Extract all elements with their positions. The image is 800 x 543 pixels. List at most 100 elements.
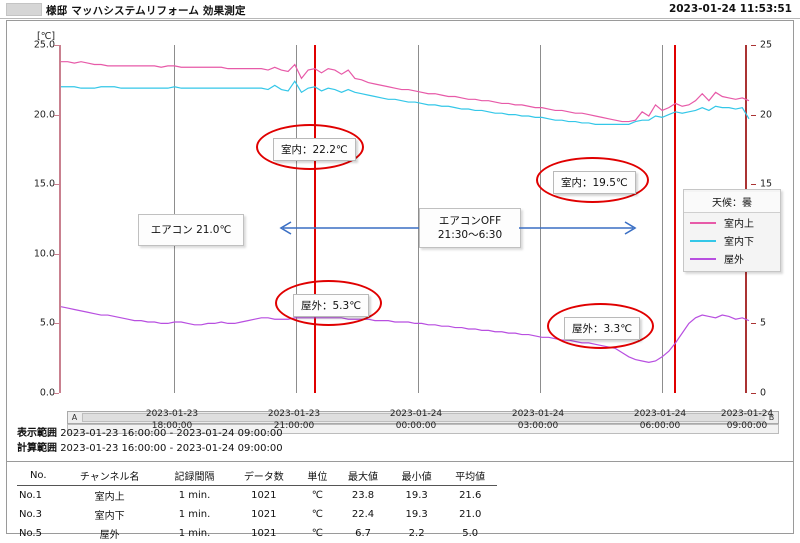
x-tick-date: 2023-01-24: [390, 409, 442, 421]
table-cell: 室内下: [59, 505, 159, 524]
chart-legend: 天候：曇 室内上室内下屋外: [683, 189, 781, 272]
window-title: 様邸 マッハシステムリフォーム 効果測定: [46, 3, 246, 18]
y-tick-mark-right: [751, 115, 756, 116]
y-tick-right: 5: [760, 318, 766, 329]
legend-color-swatch: [690, 222, 716, 224]
x-tick-date: 2023-01-24: [721, 409, 773, 421]
table-column-header: 記録間隔: [160, 467, 229, 486]
y-tick-mark-left: [54, 393, 59, 394]
note-aircon-on-label: エアコン 21.0℃: [151, 223, 232, 237]
table-cell: 19.3: [390, 505, 444, 524]
app-icon: [6, 3, 42, 16]
table-cell: 6.7: [336, 524, 390, 543]
legend-item-label: 室内下: [724, 233, 754, 248]
y-tick-mark-right: [751, 323, 756, 324]
calc-range-value: 2023-01-23 16:00:00 - 2023-01-24 09:00:0…: [60, 443, 282, 454]
legend-item[interactable]: 屋外: [684, 249, 780, 267]
y-axis-left: 25.0 20.0 15.0 10.0 5.0 0.0: [15, 29, 55, 409]
y-tick-left: 25.0: [34, 40, 55, 51]
series-line: [61, 81, 749, 124]
table-cell: No.3: [17, 505, 59, 524]
table-cell: ℃: [298, 505, 336, 524]
table-cell: 1021: [229, 505, 298, 524]
title-bar: 様邸 マッハシステムリフォーム 効果測定 2023-01-24 11:53:51: [0, 0, 800, 19]
table-cell: 1 min.: [160, 524, 229, 543]
legend-color-swatch: [690, 240, 716, 242]
calc-range-row: 計算範囲 2023-01-23 16:00:00 - 2023-01-24 09…: [17, 442, 283, 457]
table-cell: 1 min.: [160, 505, 229, 524]
x-tick-date: 2023-01-24: [634, 409, 686, 421]
y-tick-left: 15.0: [34, 179, 55, 190]
table-column-header: チャンネル名: [59, 467, 159, 486]
x-tick-time: 09:00:00: [721, 421, 773, 433]
table-column-header: 最大値: [336, 467, 390, 486]
legend-item-label: 室内上: [724, 215, 754, 230]
table-cell: ℃: [298, 524, 336, 543]
table-cell: 室内上: [59, 486, 159, 506]
x-tick-time: 00:00:00: [390, 421, 442, 433]
scroll-handle-a[interactable]: A: [68, 412, 81, 423]
x-tick-date: 2023-01-23: [268, 409, 320, 421]
callout-indoor-high: 室内：22.2℃: [273, 138, 356, 161]
legend-title: 天候：曇: [684, 192, 780, 213]
display-range-value: 2023-01-23 16:00:00 - 2023-01-24 09:00:0…: [60, 428, 282, 439]
x-tick-date: 2023-01-24: [512, 409, 564, 421]
y-tick-left: 0.0: [40, 388, 55, 399]
table-cell: 1 min.: [160, 486, 229, 506]
table-column-header: No.: [17, 467, 59, 486]
table-cell: No.1: [17, 486, 59, 506]
y-tick-mark-right: [751, 45, 756, 46]
display-range-label: 表示範囲: [17, 428, 57, 439]
note-aircon-on: エアコン 21.0℃: [138, 214, 244, 246]
callout-outdoor-low: 屋外：3.3℃: [564, 317, 640, 340]
legend-item[interactable]: 室内下: [684, 231, 780, 249]
x-tick-date: 2023-01-23: [146, 409, 198, 421]
table-cell: 屋外: [59, 524, 159, 543]
table-cell: ℃: [298, 486, 336, 506]
table-header-row: No.チャンネル名記録間隔データ数単位最大値最小値平均値: [17, 467, 497, 486]
legend-item[interactable]: 室内上: [684, 213, 780, 231]
report-frame: [℃] 25.020.015.010.05.00.0 2520151050 A: [6, 20, 794, 534]
table-column-header: 最小値: [390, 467, 444, 486]
y-tick-right: 20: [760, 109, 772, 120]
y-tick-left: 5.0: [40, 318, 55, 329]
timestamp-label: 2023-01-24 11:53:51: [669, 3, 792, 15]
legend-item-label: 屋外: [724, 251, 744, 266]
y-tick-left: 20.0: [34, 109, 55, 120]
y-tick-right: 25: [760, 40, 772, 51]
legend-rows: 室内上室内下屋外: [684, 213, 780, 267]
y-tick-left: 10.0: [34, 248, 55, 259]
x-tick-time: 03:00:00: [512, 421, 564, 433]
table-cell: 22.4: [336, 505, 390, 524]
y-tick-mark-right: [751, 393, 756, 394]
table-cell: 1021: [229, 524, 298, 543]
table-cell: 19.3: [390, 486, 444, 506]
table-cell: 23.8: [336, 486, 390, 506]
x-tick-time: 06:00:00: [634, 421, 686, 433]
table-cell: 2.2: [390, 524, 444, 543]
y-tick-mark-right: [751, 184, 756, 185]
aircon-off-span-arrow: [275, 219, 641, 237]
table-cell: 1021: [229, 486, 298, 506]
callout-indoor-low: 室内：19.5℃: [553, 171, 636, 194]
table-column-header: 単位: [298, 467, 336, 486]
range-info: 表示範囲 2023-01-23 16:00:00 - 2023-01-24 09…: [17, 427, 283, 456]
table-cell: No.5: [17, 524, 59, 543]
series-line: [61, 62, 749, 122]
calc-range-label: 計算範囲: [17, 443, 57, 454]
table-cell: 21.0: [443, 505, 497, 524]
table-column-header: 平均値: [443, 467, 497, 486]
callout-outdoor-high: 屋外：5.3℃: [293, 294, 369, 317]
table-cell: 5.0: [443, 524, 497, 543]
table-separator: [7, 461, 793, 462]
